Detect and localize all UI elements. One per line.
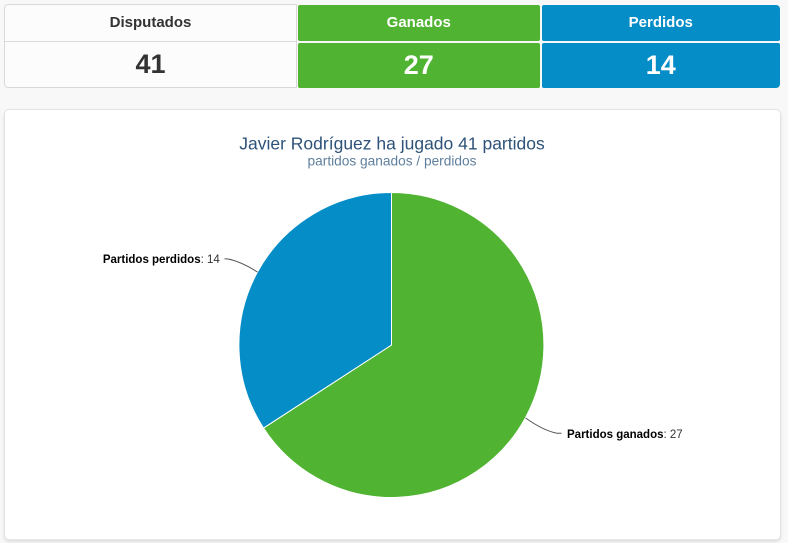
svg-text:Javier Rodríguez ha jugado 41: Javier Rodríguez ha jugado 41 partidos [239,134,545,154]
svg-text:partidos ganados / perdidos: partidos ganados / perdidos [308,154,477,169]
svg-text:Partidos ganados: 27: Partidos ganados: 27 [567,429,683,441]
svg-text:Partidos perdidos: 14: Partidos perdidos: 14 [103,254,221,266]
